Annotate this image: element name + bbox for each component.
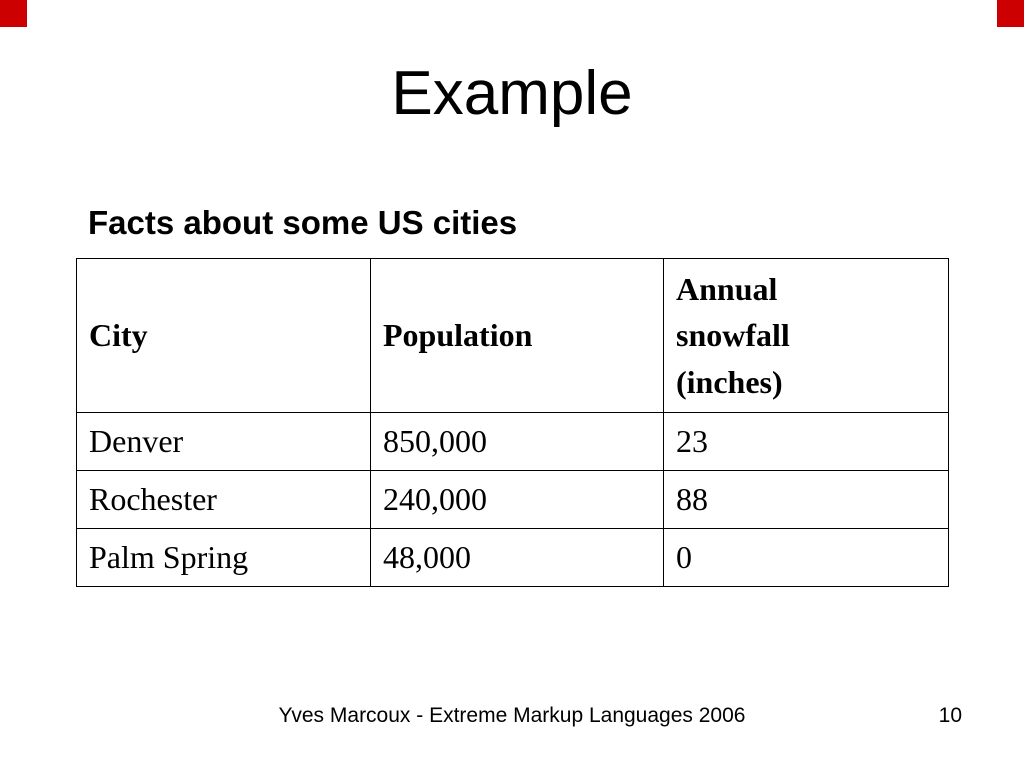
cell-population: 240,000 <box>370 470 664 529</box>
cities-table: City Population Annual snowfall (inches)… <box>76 258 949 587</box>
corner-accent-right <box>997 0 1024 27</box>
header-population: Population <box>370 258 664 413</box>
cell-city: Denver <box>76 412 371 471</box>
city-value: Palm Spring <box>89 539 249 575</box>
cell-snowfall: 23 <box>663 412 949 471</box>
page-number: 10 <box>938 704 962 727</box>
header-city-label: City <box>89 317 148 353</box>
header-snowfall: Annual snowfall (inches) <box>663 258 949 413</box>
population-value: 850,000 <box>383 423 487 459</box>
header-city: City <box>76 258 371 413</box>
cell-snowfall: 0 <box>663 528 949 587</box>
city-value: Denver <box>89 423 184 459</box>
footer-credit: Yves Marcoux - Extreme Markup Languages … <box>278 704 746 727</box>
cell-population: 850,000 <box>370 412 664 471</box>
snowfall-value: 23 <box>676 423 708 459</box>
city-value: Rochester <box>89 481 217 517</box>
population-value: 240,000 <box>383 481 487 517</box>
table-header-row: City Population Annual snowfall (inches) <box>76 258 949 413</box>
table-row: Rochester 240,000 88 <box>76 470 949 529</box>
cell-city: Rochester <box>76 470 371 529</box>
table-row: Denver 850,000 23 <box>76 412 949 471</box>
table-caption: Facts about some US cities <box>88 204 518 241</box>
cell-city: Palm Spring <box>76 528 371 587</box>
header-population-label: Population <box>383 317 533 353</box>
snowfall-value: 0 <box>676 539 692 575</box>
snowfall-value: 88 <box>676 481 708 517</box>
slide-title: Example <box>391 59 633 128</box>
table-row: Palm Spring 48,000 0 <box>76 528 949 587</box>
corner-accent-left <box>0 0 27 27</box>
cell-population: 48,000 <box>370 528 664 587</box>
cell-snowfall: 88 <box>663 470 949 529</box>
header-snowfall-label: Annual snowfall (inches) <box>676 270 790 400</box>
population-value: 48,000 <box>383 539 471 575</box>
